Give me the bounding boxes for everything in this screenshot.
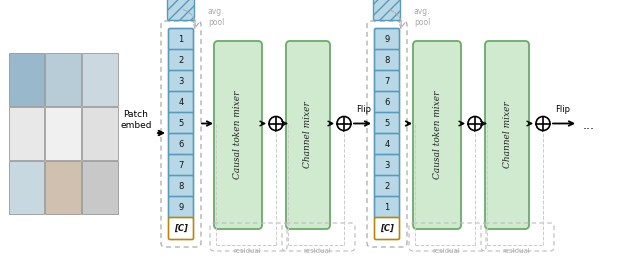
Text: 9: 9 (179, 203, 184, 212)
FancyBboxPatch shape (374, 28, 399, 51)
Text: 2: 2 (179, 56, 184, 65)
FancyBboxPatch shape (413, 41, 461, 229)
Text: Causal token mixer: Causal token mixer (433, 91, 442, 179)
FancyBboxPatch shape (374, 197, 399, 218)
Text: avg.
pool: avg. pool (208, 7, 225, 27)
Text: avg.
pool: avg. pool (414, 7, 431, 27)
FancyBboxPatch shape (374, 176, 399, 197)
FancyBboxPatch shape (214, 41, 262, 229)
Text: residual: residual (303, 248, 331, 254)
FancyBboxPatch shape (374, 70, 399, 93)
FancyBboxPatch shape (374, 0, 401, 20)
Text: 5: 5 (385, 119, 390, 128)
FancyBboxPatch shape (374, 155, 399, 177)
Text: 8: 8 (384, 56, 390, 65)
FancyBboxPatch shape (374, 113, 399, 135)
Bar (45, 52, 81, 106)
FancyBboxPatch shape (168, 134, 193, 156)
Text: [C]: [C] (380, 224, 394, 233)
Text: 4: 4 (385, 140, 390, 149)
Text: Channel mixer: Channel mixer (502, 102, 511, 168)
Text: residual: residual (502, 248, 530, 254)
Text: 8: 8 (179, 182, 184, 191)
Text: Patch
embed: Patch embed (120, 110, 152, 130)
Text: residual: residual (432, 248, 460, 254)
Text: 7: 7 (179, 161, 184, 170)
FancyBboxPatch shape (168, 218, 193, 239)
Text: Flip: Flip (356, 105, 371, 114)
FancyBboxPatch shape (374, 134, 399, 156)
FancyBboxPatch shape (168, 70, 193, 93)
FancyBboxPatch shape (374, 92, 399, 114)
Bar (8, 52, 44, 106)
FancyBboxPatch shape (168, 155, 193, 177)
Bar (45, 106, 81, 160)
Bar (82, 52, 118, 106)
FancyBboxPatch shape (168, 28, 193, 51)
FancyBboxPatch shape (485, 41, 529, 229)
Text: 3: 3 (384, 161, 390, 170)
FancyBboxPatch shape (168, 176, 193, 197)
Text: Flip: Flip (556, 105, 570, 114)
Text: 1: 1 (179, 35, 184, 44)
Text: residual: residual (233, 248, 261, 254)
Text: 7: 7 (384, 77, 390, 86)
FancyBboxPatch shape (168, 113, 193, 135)
Text: Causal token mixer: Causal token mixer (234, 91, 243, 179)
Bar (82, 106, 118, 160)
FancyBboxPatch shape (374, 49, 399, 72)
Text: 5: 5 (179, 119, 184, 128)
Text: 3: 3 (179, 77, 184, 86)
Text: 9: 9 (385, 35, 390, 44)
Bar (8, 160, 44, 214)
FancyBboxPatch shape (168, 92, 193, 114)
Bar (8, 106, 44, 160)
FancyBboxPatch shape (286, 41, 330, 229)
Text: [C]: [C] (174, 224, 188, 233)
Text: 6: 6 (179, 140, 184, 149)
Text: 2: 2 (385, 182, 390, 191)
Text: 6: 6 (384, 98, 390, 107)
FancyBboxPatch shape (168, 0, 195, 20)
Text: ...: ... (583, 119, 595, 132)
FancyBboxPatch shape (168, 197, 193, 218)
FancyBboxPatch shape (168, 49, 193, 72)
Text: 4: 4 (179, 98, 184, 107)
Text: 1: 1 (385, 203, 390, 212)
FancyBboxPatch shape (374, 218, 399, 239)
Bar (45, 160, 81, 214)
Bar (82, 160, 118, 214)
Text: Channel mixer: Channel mixer (303, 102, 312, 168)
